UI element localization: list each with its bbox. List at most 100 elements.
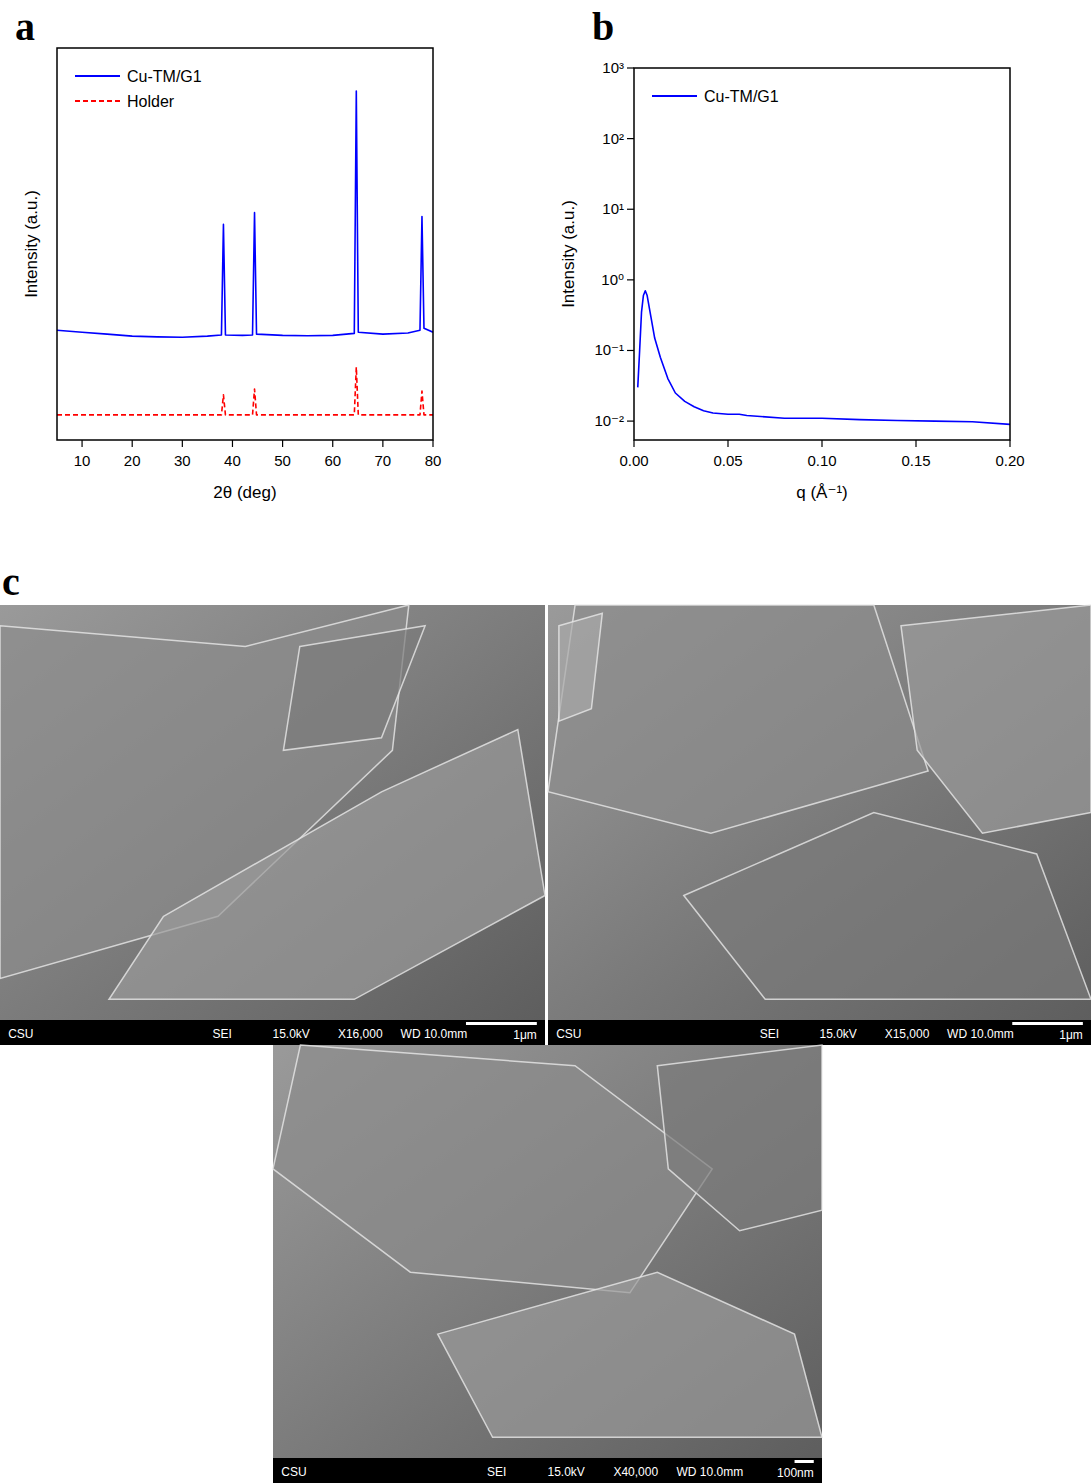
plot-area bbox=[638, 291, 1010, 425]
series-line bbox=[638, 291, 1010, 425]
panel-label: b bbox=[592, 4, 614, 49]
scale-bar-label: 100nm bbox=[777, 1466, 814, 1480]
sem-info-bar bbox=[548, 1020, 1091, 1045]
x-tick bbox=[81, 440, 82, 447]
sem-info-text: CSU bbox=[281, 1465, 306, 1479]
sem-flake bbox=[283, 626, 425, 751]
x-tick-label: 70 bbox=[375, 452, 392, 469]
legend-swatch bbox=[75, 75, 120, 77]
scale-bar bbox=[466, 1022, 537, 1025]
series-line bbox=[57, 367, 433, 415]
sem-info-text: CSU bbox=[8, 1027, 33, 1041]
legend-label: Cu-TM/G1 bbox=[704, 88, 779, 105]
legend-label: Holder bbox=[127, 93, 175, 110]
x-tick-label: 0.05 bbox=[713, 452, 742, 469]
sem-flake bbox=[438, 1272, 822, 1437]
chart-a: a 10 20 30 40 50 60 70 80 2θ (deg) Intensity (a.u.… bbox=[15, 4, 441, 502]
y-tick-label: 10⁻¹ bbox=[594, 341, 624, 358]
y-tick-label: 10¹ bbox=[602, 200, 624, 217]
y-axis-label: Intensity (a.u.) bbox=[22, 190, 41, 298]
x-tick bbox=[382, 440, 383, 447]
sem-flake bbox=[559, 613, 602, 721]
sem-info-text: X15,000 bbox=[885, 1027, 930, 1041]
series-line bbox=[57, 91, 433, 337]
sem-panel: c CSU SEI 15.0kV X16,000 WD 10.0mm 1μm CSU SEI 15… bbox=[0, 559, 1091, 1483]
y-tick-label: 10² bbox=[602, 130, 624, 147]
x-tick bbox=[232, 440, 233, 447]
x-tick bbox=[727, 440, 728, 447]
figure: a 10 20 30 40 50 60 70 80 2θ (deg) Intensity (a.u.… bbox=[0, 0, 1091, 1483]
chart-b: b0.000.050.100.150.2010⁻²10⁻¹10⁰10¹10²10… bbox=[559, 4, 1025, 502]
x-tick-label: 0.15 bbox=[901, 452, 930, 469]
sem-flake bbox=[657, 1045, 822, 1231]
scale-bar bbox=[795, 1460, 814, 1463]
sem-info-text: WD 10.0mm bbox=[947, 1027, 1014, 1041]
y-tick bbox=[627, 67, 634, 68]
legend-swatch bbox=[75, 100, 120, 102]
y-tick bbox=[627, 209, 634, 210]
x-tick bbox=[821, 440, 822, 447]
x-tick bbox=[915, 440, 916, 447]
sem-info-bar bbox=[273, 1458, 822, 1483]
x-tick bbox=[332, 440, 333, 447]
y-axis-label: Intensity (a.u.) bbox=[559, 200, 578, 308]
sem-background bbox=[273, 1045, 822, 1458]
sem-info-text: SEI bbox=[213, 1027, 232, 1041]
sem-info-text: SEI bbox=[760, 1027, 779, 1041]
plot-frame bbox=[634, 68, 1010, 440]
panel-label: c bbox=[2, 559, 20, 604]
x-tick-label: 10 bbox=[74, 452, 91, 469]
x-axis-label: q (Å⁻¹) bbox=[796, 483, 847, 502]
sem-image: CSU SEI 15.0kV X16,000 WD 10.0mm 1μm bbox=[0, 605, 545, 1045]
x-tick-label: 50 bbox=[274, 452, 291, 469]
sem-info-text: 15.0kV bbox=[548, 1465, 585, 1479]
scale-bar-label: 1μm bbox=[513, 1028, 537, 1042]
sem-background bbox=[548, 605, 1091, 1020]
sem-info-text: 15.0kV bbox=[273, 1027, 310, 1041]
x-tick-label: 30 bbox=[174, 452, 191, 469]
x-tick bbox=[432, 440, 433, 447]
sem-image: CSU SEI 15.0kV X40,000 WD 10.0mm 100nm bbox=[273, 1045, 822, 1483]
x-tick bbox=[633, 440, 634, 447]
sem-info-text: 15.0kV bbox=[820, 1027, 857, 1041]
y-tick bbox=[627, 421, 634, 422]
plot-area bbox=[57, 91, 433, 415]
y-tick bbox=[627, 279, 634, 280]
y-tick bbox=[627, 350, 634, 351]
x-tick-label: 0.20 bbox=[995, 452, 1024, 469]
sem-flake bbox=[109, 730, 545, 1000]
sem-image: CSU SEI 15.0kV X15,000 WD 10.0mm 1μm bbox=[548, 605, 1091, 1045]
sem-flake bbox=[901, 605, 1091, 833]
x-axis-label: 2θ (deg) bbox=[213, 483, 276, 502]
sem-info-text: WD 10.0mm bbox=[677, 1465, 744, 1479]
sem-flake bbox=[273, 1045, 712, 1293]
sem-info-text: SEI bbox=[487, 1465, 506, 1479]
sem-flake bbox=[684, 813, 1091, 1000]
y-tick-label: 10³ bbox=[602, 59, 624, 76]
scale-bar bbox=[1012, 1022, 1083, 1025]
legend-label: Cu-TM/G1 bbox=[127, 68, 202, 85]
x-tick-label: 0.00 bbox=[619, 452, 648, 469]
panel-label: a bbox=[15, 4, 35, 49]
x-tick-label: 20 bbox=[124, 452, 141, 469]
scale-bar-label: 1μm bbox=[1059, 1028, 1083, 1042]
sem-info-text: CSU bbox=[556, 1027, 581, 1041]
sem-info-text: X40,000 bbox=[613, 1465, 658, 1479]
y-tick-label: 10⁻² bbox=[594, 412, 624, 429]
x-tick bbox=[132, 440, 133, 447]
sem-info-text: X16,000 bbox=[338, 1027, 383, 1041]
legend-swatch bbox=[652, 95, 697, 97]
sem-info-bar bbox=[0, 1020, 545, 1045]
x-tick-label: 80 bbox=[425, 452, 442, 469]
x-tick bbox=[182, 440, 183, 447]
x-tick bbox=[282, 440, 283, 447]
x-tick-label: 0.10 bbox=[807, 452, 836, 469]
sem-background bbox=[0, 605, 545, 1020]
sem-flake bbox=[548, 605, 928, 833]
x-tick-label: 60 bbox=[324, 452, 341, 469]
plot-frame bbox=[57, 48, 433, 440]
x-tick-label: 40 bbox=[224, 452, 241, 469]
y-tick bbox=[627, 138, 634, 139]
sem-info-text: WD 10.0mm bbox=[401, 1027, 468, 1041]
x-tick bbox=[1009, 440, 1010, 447]
